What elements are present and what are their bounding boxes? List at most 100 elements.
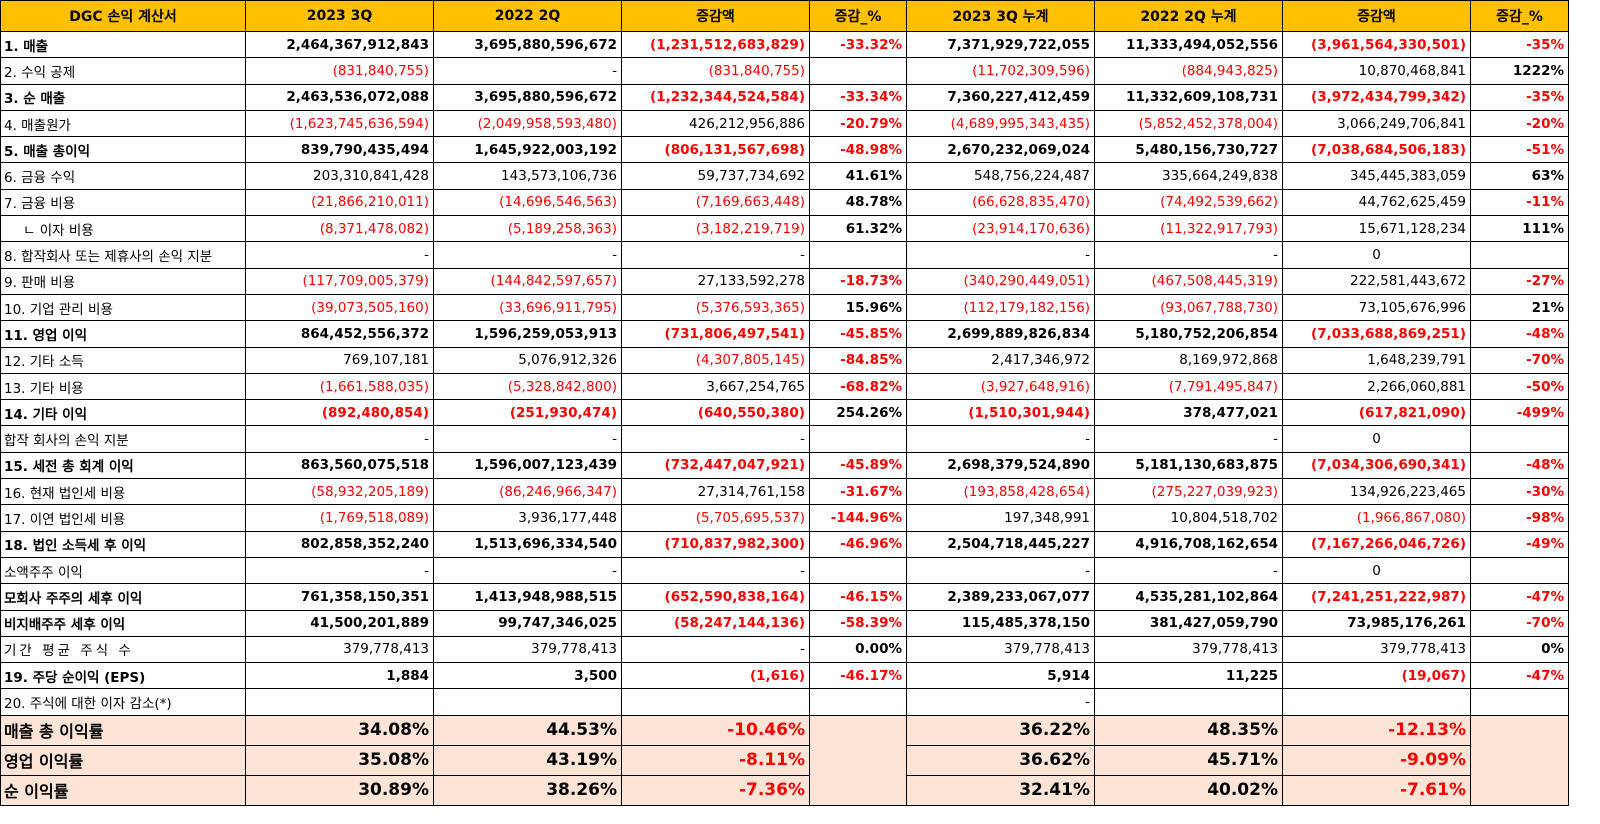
summary-cell: 34.08% — [245, 714, 434, 746]
table-cell: (5,705,695,537) — [621, 504, 810, 532]
table-cell: 7,371,929,722,055 — [906, 30, 1095, 59]
table-cell — [809, 241, 907, 269]
table-cell: - — [433, 57, 622, 85]
summary-cell: -7.36% — [621, 774, 810, 806]
header-cumulative-change-pct: 증감_% — [1470, 0, 1569, 32]
table-row: 12. 기타 소득 769,107,181 5,076,912,326 (4,307,… — [0, 346, 1569, 374]
table-cell: 4,535,281,102,864 — [1094, 583, 1283, 611]
summary-cell: -10.46% — [621, 714, 810, 746]
table-cell: 1,596,259,053,913 — [433, 320, 622, 348]
table-cell: (710,837,982,300) — [621, 530, 810, 558]
summary-cell: 36.22% — [906, 714, 1095, 746]
row-label: ㄴ 이자 비용 — [0, 215, 246, 243]
table-cell: 379,778,413 — [1094, 635, 1283, 664]
table-cell: (884,943,825) — [1094, 57, 1283, 85]
table-cell: (144,842,597,657) — [433, 267, 622, 295]
table-cell: 41.61% — [809, 162, 907, 190]
table-cell: -68.82% — [809, 372, 907, 401]
table-cell: - — [1094, 425, 1283, 453]
table-cell: 27,133,592,278 — [621, 267, 810, 295]
table-cell: 5,180,752,206,854 — [1094, 320, 1283, 348]
row-label: 7. 금융 비용 — [0, 188, 246, 217]
table-cell: 73,105,676,996 — [1282, 293, 1471, 322]
table-cell: (1,616) — [621, 662, 810, 690]
summary-cell: 36.62% — [906, 744, 1095, 776]
table-cell: -70% — [1470, 609, 1569, 637]
table-cell: -48.98% — [809, 136, 907, 164]
table-cell: (11,322,917,793) — [1094, 215, 1283, 243]
table-cell: (5,189,258,363) — [433, 215, 622, 243]
table-cell: 115,485,378,150 — [906, 609, 1095, 637]
table-cell: 1,884 — [245, 662, 434, 690]
table-cell: 2,417,346,972 — [906, 346, 1095, 374]
table-cell: - — [906, 241, 1095, 269]
table-cell: (1,232,344,524,584) — [621, 83, 810, 111]
table-cell: -50% — [1470, 372, 1569, 401]
summary-cell: 48.35% — [1094, 714, 1283, 746]
table-cell: 254.26% — [809, 399, 907, 427]
table-cell: 0% — [1470, 635, 1569, 664]
table-cell: 15,671,128,234 — [1282, 215, 1471, 243]
table-cell: -35% — [1470, 83, 1569, 111]
table-cell: 59,737,734,692 — [621, 162, 810, 190]
table-cell: (66,628,835,470) — [906, 188, 1095, 217]
table-cell: - — [906, 688, 1095, 716]
table-cell: (892,480,854) — [245, 399, 434, 427]
table-cell: - — [621, 425, 810, 453]
table-cell: - — [906, 556, 1095, 585]
table-cell — [621, 688, 810, 716]
table-cell: 21% — [1470, 293, 1569, 322]
table-row: 17. 이연 법인세 비용 (1,769,518,089) 3,936,177,44… — [0, 504, 1569, 532]
table-cell: 335,664,249,838 — [1094, 162, 1283, 190]
table-cell: 0 — [1282, 241, 1471, 269]
table-cell: 15.96% — [809, 293, 907, 322]
table-cell: 3,667,254,765 — [621, 372, 810, 401]
table-cell: 5,480,156,730,727 — [1094, 136, 1283, 164]
table-cell: - — [906, 425, 1095, 453]
table-cell: (112,179,182,156) — [906, 293, 1095, 322]
table-cell: 11,333,494,052,556 — [1094, 30, 1283, 59]
header-2022-2q: 2022 2Q — [433, 0, 622, 32]
table-cell — [809, 556, 907, 585]
table-cell: 378,477,021 — [1094, 399, 1283, 427]
table-cell: 379,778,413 — [245, 635, 434, 664]
row-label: 기간 평균 주식 수 — [0, 635, 246, 664]
table-cell: -58.39% — [809, 609, 907, 637]
table-row: 9. 판매 비용 (117,709,005,379) (144,842,597,65… — [0, 267, 1569, 295]
summary-blank-cell — [809, 714, 907, 806]
table-cell: 2,670,232,069,024 — [906, 136, 1095, 164]
table-cell: 10,804,518,702 — [1094, 504, 1283, 532]
summary-cell: 35.08% — [245, 744, 434, 776]
table-cell: -11% — [1470, 188, 1569, 217]
table-cell: -84.85% — [809, 346, 907, 374]
table-cell: 0 — [1282, 425, 1471, 453]
table-cell: -33.34% — [809, 83, 907, 111]
table-cell: (7,791,495,847) — [1094, 372, 1283, 401]
table-cell: (3,972,434,799,342) — [1282, 83, 1471, 111]
summary-cell: 40.02% — [1094, 774, 1283, 806]
table-cell: -48% — [1470, 451, 1569, 480]
table-cell — [809, 425, 907, 453]
table-cell: 3,066,249,706,841 — [1282, 109, 1471, 138]
table-cell: (4,689,995,343,435) — [906, 109, 1095, 138]
table-cell: -31.67% — [809, 478, 907, 506]
row-label: 6. 금융 수익 — [0, 162, 246, 190]
table-row: 소액주주 이익 - - - - -0 — [0, 556, 1569, 585]
table-cell: (340,290,449,051) — [906, 267, 1095, 295]
table-cell: (93,067,788,730) — [1094, 293, 1283, 322]
table-cell: -30% — [1470, 478, 1569, 506]
table-cell: (11,702,309,596) — [906, 57, 1095, 85]
table-cell — [433, 688, 622, 716]
row-label: 10. 기업 관리 비용 — [0, 293, 246, 322]
table-row: ㄴ 이자 비용 (8,371,478,082) (5,189,258,363) (3,… — [0, 215, 1569, 243]
table-cell: (652,590,838,164) — [621, 583, 810, 611]
table-cell: 61.32% — [809, 215, 907, 243]
table-row: 모회사 주주의 세후 이익 761,358,150,351 1,413,948,98… — [0, 583, 1569, 611]
table-cell: -46.96% — [809, 530, 907, 558]
table-cell: (5,852,452,378,004) — [1094, 109, 1283, 138]
table-cell: -18.73% — [809, 267, 907, 295]
table-cell: 134,926,223,465 — [1282, 478, 1471, 506]
row-label: 20. 주식에 대한 이자 감소(*) — [0, 688, 246, 716]
table-cell — [1470, 556, 1569, 585]
table-cell: 426,212,956,886 — [621, 109, 810, 138]
